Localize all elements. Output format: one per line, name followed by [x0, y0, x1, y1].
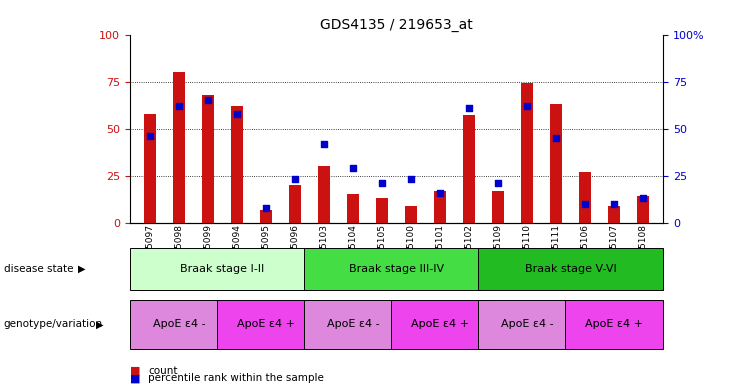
Bar [347, 195, 359, 223]
Point [405, 176, 417, 182]
Bar [608, 206, 619, 223]
Point [144, 133, 156, 139]
Text: ■: ■ [130, 366, 140, 376]
Text: percentile rank within the sample: percentile rank within the sample [148, 373, 324, 383]
Bar [231, 106, 243, 223]
Bar [202, 95, 213, 223]
Text: genotype/variation: genotype/variation [4, 319, 103, 329]
Text: ApoE ε4 -: ApoE ε4 - [153, 319, 205, 329]
Bar [405, 206, 416, 223]
Bar [144, 114, 156, 223]
Text: ApoE ε4 -: ApoE ε4 - [501, 319, 554, 329]
Bar [492, 191, 504, 223]
Bar [463, 116, 475, 223]
Point [173, 103, 185, 109]
Point [376, 180, 388, 186]
Text: Braak stage III-IV: Braak stage III-IV [349, 264, 444, 274]
Point [521, 103, 533, 109]
Bar [434, 191, 446, 223]
Bar [173, 72, 185, 223]
Title: GDS4135 / 219653_at: GDS4135 / 219653_at [320, 18, 473, 32]
Point [637, 195, 649, 201]
Point [347, 165, 359, 171]
Text: Braak stage V-VI: Braak stage V-VI [525, 264, 617, 274]
Point [608, 201, 619, 207]
Point [202, 98, 214, 104]
Text: ■: ■ [130, 373, 140, 383]
Point [289, 176, 301, 182]
Point [550, 135, 562, 141]
Bar [521, 83, 533, 223]
Text: ApoE ε4 +: ApoE ε4 + [585, 319, 643, 329]
Bar [260, 210, 272, 223]
Text: ApoE ε4 -: ApoE ε4 - [327, 319, 379, 329]
Point [318, 141, 330, 147]
Bar [550, 104, 562, 223]
Point [260, 205, 272, 211]
Text: ApoE ε4 +: ApoE ε4 + [237, 319, 295, 329]
Text: ▶: ▶ [78, 264, 85, 274]
Point [579, 201, 591, 207]
Point [463, 105, 475, 111]
Bar [318, 166, 330, 223]
Bar [376, 198, 388, 223]
Bar [289, 185, 301, 223]
Text: Braak stage I-II: Braak stage I-II [180, 264, 265, 274]
Bar [637, 196, 648, 223]
Text: disease state: disease state [4, 264, 73, 274]
Text: count: count [148, 366, 178, 376]
Text: ApoE ε4 +: ApoE ε4 + [411, 319, 469, 329]
Point [434, 190, 446, 196]
Text: ▶: ▶ [96, 319, 104, 329]
Bar [579, 172, 591, 223]
Point [492, 180, 504, 186]
Point [231, 111, 243, 117]
